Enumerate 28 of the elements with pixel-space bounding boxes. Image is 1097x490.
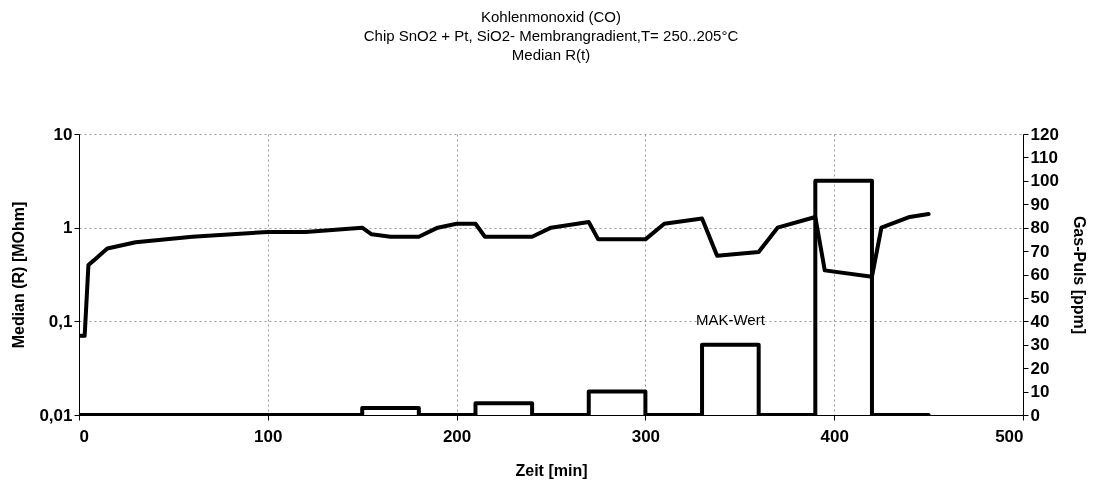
y2-tick-label: 0 [1030, 405, 1040, 425]
y-tick-label: 0,01 [39, 405, 73, 425]
y2-tick-label: 60 [1030, 265, 1050, 284]
y-axis-title: Median (R) [MOhm] [10, 201, 28, 349]
y2-tick-label: 70 [1030, 241, 1050, 261]
x-tick-label: 400 [820, 426, 849, 446]
y2-tick-label: 20 [1030, 358, 1050, 378]
x-tick-label: 100 [254, 426, 283, 446]
y2-tick-label: 30 [1030, 335, 1050, 355]
y2-tick-label: 40 [1030, 311, 1050, 331]
y2-tick-label: 50 [1030, 288, 1050, 308]
x-tick-label: 0 [79, 426, 89, 446]
x-axis-title: Zeit [min] [515, 461, 588, 479]
y2-axis-title: Gas-Puls [ppm] [1070, 215, 1088, 335]
y2-tick-label: 110 [1030, 147, 1058, 167]
y2-tick-label: 100 [1030, 171, 1059, 191]
x-tick-label: 300 [631, 426, 661, 446]
y-tick-label: 1 [63, 218, 73, 238]
y2-tick-label: 80 [1030, 218, 1050, 238]
y-tick-label: 0,1 [48, 311, 73, 331]
chart-title: Kohlenmonoxid (CO) Chip SnO2 + Pt, SiO2- Membrangradient,T= 250..205°C Median R(t) [363, 8, 739, 63]
x-tick-label: 200 [442, 426, 472, 446]
y2-tick-label: 90 [1030, 194, 1050, 214]
annotation: MAK-Wert [695, 310, 766, 328]
y2-tick-label: 120 [1030, 124, 1059, 144]
x-tick-label: 500 [995, 426, 1024, 446]
y2-tick-label: 10 [1030, 382, 1050, 402]
y-tick-label: 10 [53, 124, 73, 144]
